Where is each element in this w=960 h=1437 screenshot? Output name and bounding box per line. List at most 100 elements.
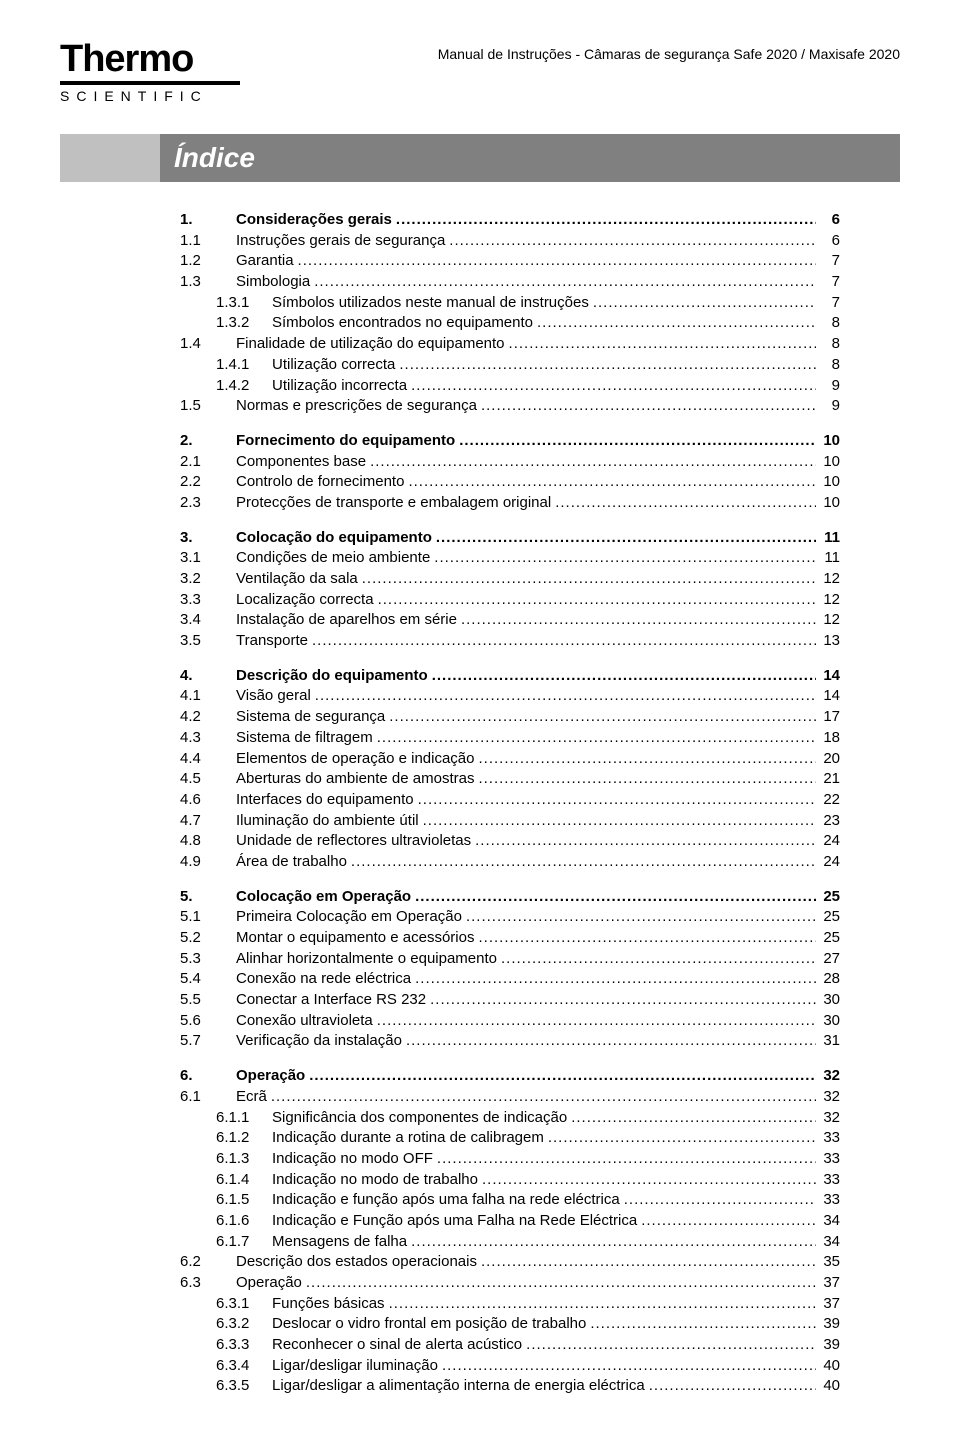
toc-label: Indicação no modo de trabalho xyxy=(272,1170,478,1191)
toc-leader-dots xyxy=(438,1356,816,1377)
toc-leader-dots xyxy=(497,949,816,970)
toc-page-number: 8 xyxy=(816,313,840,334)
toc-label: Indicação durante a rotina de calibragem xyxy=(272,1128,544,1149)
toc-number: 1.4.1 xyxy=(180,355,272,376)
toc-leader-dots xyxy=(637,1211,816,1232)
toc-page-number: 31 xyxy=(816,1031,840,1052)
toc-number: 6.1.2 xyxy=(180,1128,272,1149)
toc-entry: 6.1.3Indicação no modo OFF33 xyxy=(180,1149,840,1170)
toc-page-number: 10 xyxy=(816,452,840,473)
toc-label: Indicação no modo OFF xyxy=(272,1149,433,1170)
toc-number: 4. xyxy=(180,666,236,687)
toc-number: 3.4 xyxy=(180,610,236,631)
toc-label: Utilização incorrecta xyxy=(272,376,407,397)
toc-entry: 4.5Aberturas do ambiente de amostras21 xyxy=(180,769,840,790)
toc-entry: 5.1Primeira Colocação em Operação25 xyxy=(180,907,840,928)
toc-leader-dots xyxy=(477,396,816,417)
toc-number: 6.1.1 xyxy=(180,1108,272,1129)
toc-label: Conexão ultravioleta xyxy=(236,1011,373,1032)
toc-label: Transporte xyxy=(236,631,308,652)
toc-page-number: 9 xyxy=(816,396,840,417)
toc-label: Operação xyxy=(236,1066,305,1087)
toc-leader-dots xyxy=(392,210,816,231)
toc-number: 5. xyxy=(180,887,236,908)
toc-leader-dots xyxy=(544,1128,816,1149)
toc-label: Símbolos encontrados no equipamento xyxy=(272,313,533,334)
toc-number: 4.5 xyxy=(180,769,236,790)
toc-number: 3.1 xyxy=(180,548,236,569)
toc-leader-dots xyxy=(477,1252,816,1273)
toc-entry: 6.3.1Funções básicas37 xyxy=(180,1294,840,1315)
toc-label: Símbolos utilizados neste manual de inst… xyxy=(272,293,589,314)
toc-leader-dots xyxy=(267,1087,816,1108)
toc-leader-dots xyxy=(475,749,817,770)
toc-label: Sistema de segurança xyxy=(236,707,385,728)
toc-entry: 4.8Unidade de reflectores ultravioletas2… xyxy=(180,831,840,852)
toc-page-number: 10 xyxy=(816,493,840,514)
toc-number: 2. xyxy=(180,431,236,452)
toc-entry: 1.3.1Símbolos utilizados neste manual de… xyxy=(180,293,840,314)
toc-label: Ligar/desligar iluminação xyxy=(272,1356,438,1377)
toc-entry: 1.3.2Símbolos encontrados no equipamento… xyxy=(180,313,840,334)
toc-label: Verificação da instalação xyxy=(236,1031,402,1052)
toc-label: Interfaces do equipamento xyxy=(236,790,414,811)
toc-page-number: 39 xyxy=(816,1335,840,1356)
toc-label: Sistema de filtragem xyxy=(236,728,373,749)
toc-page-number: 33 xyxy=(816,1128,840,1149)
toc-leader-dots xyxy=(366,452,816,473)
toc-page-number: 30 xyxy=(816,1011,840,1032)
toc-number: 5.5 xyxy=(180,990,236,1011)
toc-leader-dots xyxy=(471,831,816,852)
toc-label: Conectar a Interface RS 232 xyxy=(236,990,426,1011)
toc-leader-dots xyxy=(455,431,816,452)
toc-page-number: 33 xyxy=(816,1170,840,1191)
toc-leader-dots xyxy=(385,707,816,728)
toc-number: 6.2 xyxy=(180,1252,236,1273)
toc-entry: 3.1Condições de meio ambiente11 xyxy=(180,548,840,569)
toc-label: Área de trabalho xyxy=(236,852,347,873)
toc-entry: 4.4Elementos de operação e indicação20 xyxy=(180,749,840,770)
toc-page-number: 39 xyxy=(816,1314,840,1335)
toc-label: Finalidade de utilização do equipamento xyxy=(236,334,505,355)
toc-page-number: 13 xyxy=(816,631,840,652)
toc-number: 1. xyxy=(180,210,236,231)
toc-entry: 6.3Operação37 xyxy=(180,1273,840,1294)
toc-entry: 2.Fornecimento do equipamento10 xyxy=(180,431,840,452)
toc-label: Garantia xyxy=(236,251,294,272)
toc-page-number: 40 xyxy=(816,1356,840,1377)
toc-page-number: 34 xyxy=(816,1232,840,1253)
toc-leader-dots xyxy=(474,928,816,949)
toc-number: 4.8 xyxy=(180,831,236,852)
toc-page-number: 25 xyxy=(816,907,840,928)
toc-entry: 6.2Descrição dos estados operacionais35 xyxy=(180,1252,840,1273)
toc-number: 6.1.6 xyxy=(180,1211,272,1232)
toc-entry: 4.Descrição do equipamento14 xyxy=(180,666,840,687)
toc-label: Instruções gerais de segurança xyxy=(236,231,445,252)
toc-leader-dots xyxy=(395,355,816,376)
toc-leader-dots xyxy=(311,686,816,707)
toc-label: Descrição dos estados operacionais xyxy=(236,1252,477,1273)
toc-leader-dots xyxy=(478,1170,816,1191)
toc-entry: 4.3Sistema de filtragem18 xyxy=(180,728,840,749)
toc-page-number: 25 xyxy=(816,928,840,949)
toc-number: 5.3 xyxy=(180,949,236,970)
toc-label: Condições de meio ambiente xyxy=(236,548,430,569)
toc-leader-dots xyxy=(586,1314,816,1335)
toc-entry: 6.3.3Reconhecer o sinal de alerta acústi… xyxy=(180,1335,840,1356)
toc-entry: 6.3.5Ligar/desligar a alimentação intern… xyxy=(180,1376,840,1397)
toc-entry: 6.1.2Indicação durante a rotina de calib… xyxy=(180,1128,840,1149)
toc-page-number: 14 xyxy=(816,686,840,707)
toc-leader-dots xyxy=(457,610,816,631)
toc-label: Conexão na rede eléctrica xyxy=(236,969,411,990)
toc-number: 1.2 xyxy=(180,251,236,272)
toc-leader-dots xyxy=(347,852,816,873)
toc-entry: 2.2Controlo de fornecimento10 xyxy=(180,472,840,493)
toc-number: 5.6 xyxy=(180,1011,236,1032)
toc-entry: 1.3Simbologia7 xyxy=(180,272,840,293)
title-bar-accent xyxy=(60,134,160,182)
toc-entry: 2.3Protecções de transporte e embalagem … xyxy=(180,493,840,514)
toc-page-number: 23 xyxy=(816,811,840,832)
toc-page-number: 27 xyxy=(816,949,840,970)
toc-number: 1.3 xyxy=(180,272,236,293)
toc-number: 6.1 xyxy=(180,1087,236,1108)
